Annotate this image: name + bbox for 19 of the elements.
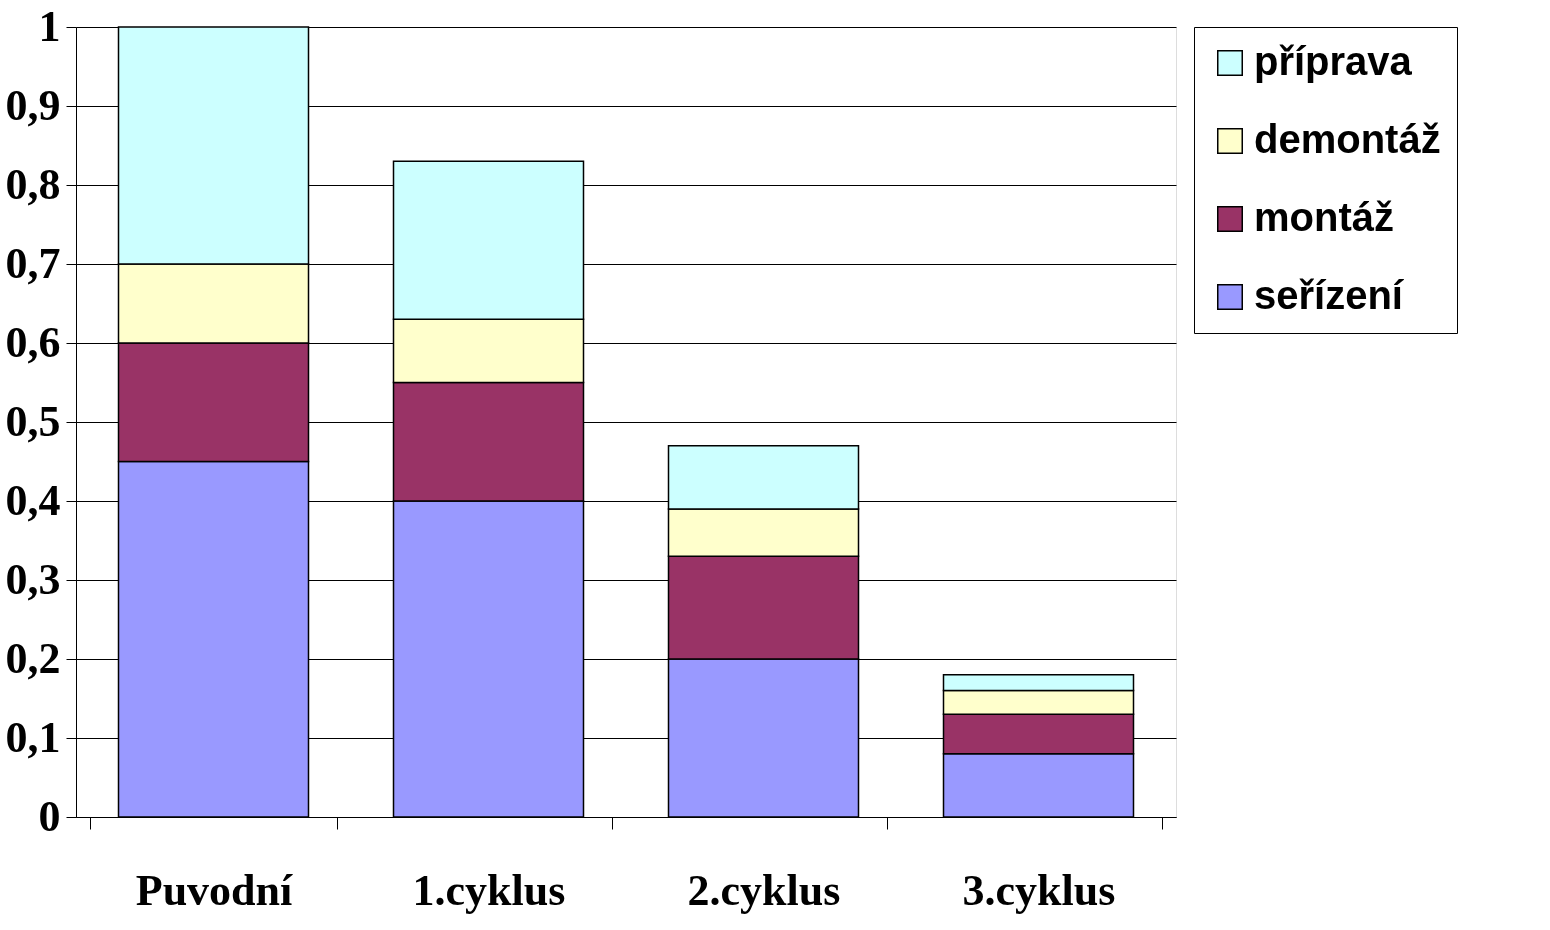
legend-label: seřízení bbox=[1254, 273, 1405, 317]
y-tick-label: 0,9 bbox=[5, 80, 61, 130]
legend-label: příprava bbox=[1254, 39, 1413, 83]
y-tick-label: 0,8 bbox=[5, 159, 61, 209]
legend-label: montáž bbox=[1254, 195, 1394, 239]
y-tick-label: 0 bbox=[38, 791, 61, 841]
y-tick-label: 1 bbox=[38, 1, 61, 51]
x-tick-label: 3.cyklus bbox=[962, 865, 1116, 915]
y-tick-label: 0,6 bbox=[5, 317, 61, 367]
y-tick-label: 0,1 bbox=[5, 712, 61, 762]
y-tick-label: 0,7 bbox=[5, 238, 61, 288]
x-tick-label: Puvodní bbox=[135, 865, 294, 915]
y-tick-label: 0,5 bbox=[5, 396, 61, 446]
y-tick-label: 0,4 bbox=[5, 475, 61, 525]
x-tick-label: 1.cyklus bbox=[412, 865, 566, 915]
legend-label: demontáž bbox=[1254, 117, 1441, 161]
y-tick-label: 0,3 bbox=[5, 554, 61, 604]
x-tick-label: 2.cyklus bbox=[687, 865, 841, 915]
y-tick-label: 0,2 bbox=[5, 633, 61, 683]
